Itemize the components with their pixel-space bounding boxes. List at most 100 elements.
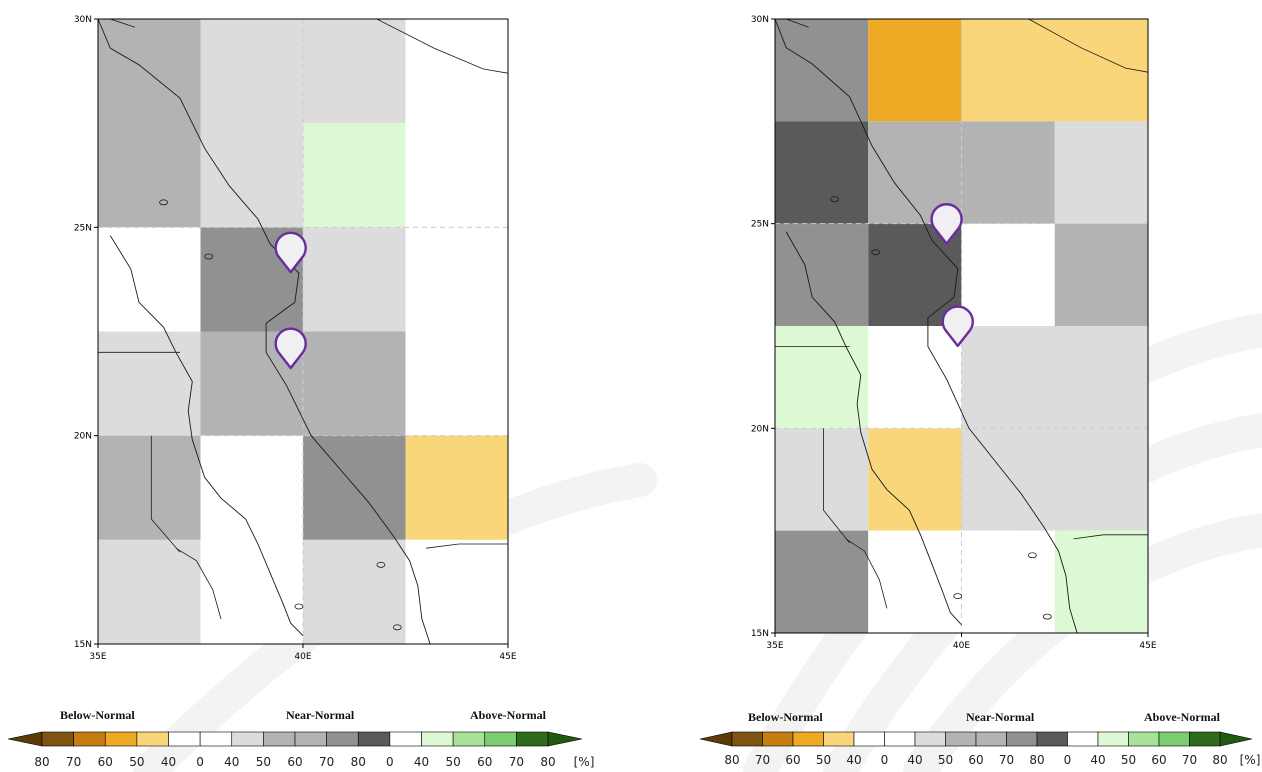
forecast-cell (961, 223, 1055, 326)
lon-tick-label: 45E (499, 652, 516, 662)
forecast-cell (775, 121, 869, 224)
map-left-svg: 30N 25N 20N 15N 35E 40E 45E (74, 15, 517, 662)
forecast-cell (1054, 121, 1148, 224)
lat-tick-label: 30N (751, 15, 769, 25)
legend-tick-label: 50 (129, 755, 145, 769)
legend-above-normal-label: Above-Normal (470, 708, 546, 722)
island-outline (204, 253, 214, 260)
legend-swatch (136, 731, 169, 747)
legend-colorbar (699, 731, 1253, 747)
legend-swatch (1189, 731, 1221, 747)
map-pin-south-icon[interactable] (274, 327, 307, 370)
legend-tick-label: 0 (1063, 753, 1072, 767)
legend-swatch (1097, 731, 1129, 747)
forecast-cell (1054, 223, 1148, 326)
legend-tick-label: 40 (224, 755, 240, 769)
lat-tick-label: 30N (74, 15, 92, 25)
forecast-cell (961, 326, 1148, 429)
legend-tick-label: 40 (846, 753, 862, 767)
legend-tick-label: 60 (1151, 753, 1167, 767)
lat-tick-label: 20N (74, 432, 92, 442)
forecast-cell (868, 19, 962, 122)
legend-tick-label: 80 (540, 755, 556, 769)
legend-colorbar (7, 731, 583, 747)
legend-swatch (823, 731, 855, 747)
forecast-cell (405, 539, 508, 644)
island-outline (392, 624, 402, 631)
forecast-cell (303, 123, 406, 228)
island-outline (1042, 613, 1052, 620)
legend-tick-label: 60 (287, 755, 303, 769)
coastline-arabia (97, 18, 431, 645)
legend-arrow-left (699, 731, 733, 747)
legend-tick-label: 50 (815, 753, 832, 767)
legend-swatch (389, 731, 422, 747)
legend-swatch (231, 731, 264, 747)
forecast-cell (775, 428, 869, 531)
country-border (376, 18, 509, 74)
island-outline (953, 593, 963, 600)
forecast-cell (775, 223, 869, 326)
island-outline (376, 561, 386, 568)
legend-swatch (914, 731, 946, 747)
country-border (823, 428, 850, 544)
legend-swatch (975, 731, 1007, 747)
country-border (150, 435, 181, 553)
forecast-cell (303, 227, 406, 332)
forecast-cell (98, 331, 201, 436)
coastline-africa (109, 235, 304, 637)
legend-swatch (731, 731, 763, 747)
forecast-map-left: 30N 25N 20N 15N 35E 40E 45E (60, 8, 520, 668)
legend-swatch (884, 731, 916, 747)
legend-swatch (484, 731, 517, 747)
forecast-cell (303, 331, 406, 436)
forecast-cell (303, 539, 406, 644)
forecast-cell (1054, 530, 1148, 633)
legend-unit: [%] (573, 755, 595, 769)
forecast-cell (98, 435, 201, 540)
forecast-cell (303, 19, 406, 124)
map-pin-north-icon[interactable] (930, 203, 963, 245)
legend-tick-label: 60 (97, 755, 113, 769)
legend-tick-label: 40 (160, 755, 177, 769)
legend-left: Below-Normal Near-Normal Above-Normal 80… (0, 700, 600, 772)
legend-tick-label: 0 (196, 755, 204, 769)
legend-swatch (1158, 731, 1190, 747)
map-pin-south-icon[interactable] (941, 305, 974, 348)
legend-arrow-left (7, 731, 43, 747)
legend-tick-label: 50 (1120, 753, 1137, 767)
country-border (175, 547, 222, 620)
legend-near-normal-label: Near-Normal (286, 708, 355, 722)
legend-swatch (762, 731, 794, 747)
legend-unit: [%] (1239, 753, 1261, 767)
forecast-cell (405, 435, 508, 540)
legend-tick-label: 50 (445, 755, 461, 769)
forecast-cell (405, 331, 508, 436)
forecast-cell (775, 530, 869, 633)
legend-swatch (792, 731, 824, 747)
legend-tick-label: 50 (255, 755, 272, 769)
coastline-africa (785, 231, 962, 626)
legend-tick-label: 70 (65, 755, 82, 769)
coastline-arabia (774, 18, 1078, 634)
legend-swatch (945, 731, 977, 747)
lat-tick-label: 20N (751, 424, 769, 434)
legend-swatch (357, 731, 391, 747)
legend-below-normal-label: Below-Normal (60, 708, 135, 722)
forecast-cell (868, 428, 962, 531)
forecast-cell (200, 435, 303, 540)
forecast-cell (98, 539, 201, 644)
lon-tick-label: 40E (953, 641, 970, 651)
forecast-cell (303, 435, 406, 540)
legend-tick-label: 70 (754, 753, 771, 767)
forecast-cell (405, 19, 508, 228)
legend-swatch (1128, 731, 1160, 747)
legend-near-normal-label: Near-Normal (966, 710, 1035, 724)
legend-above-normal-label: Above-Normal (1144, 710, 1220, 724)
country-border (786, 18, 809, 28)
lon-tick-label: 35E (89, 652, 106, 662)
forecast-cell (98, 19, 201, 228)
map-pin-north-icon[interactable] (274, 231, 307, 274)
legend-tick-label: 80 (1029, 753, 1045, 767)
legend-tick-label: 70 (998, 753, 1015, 767)
